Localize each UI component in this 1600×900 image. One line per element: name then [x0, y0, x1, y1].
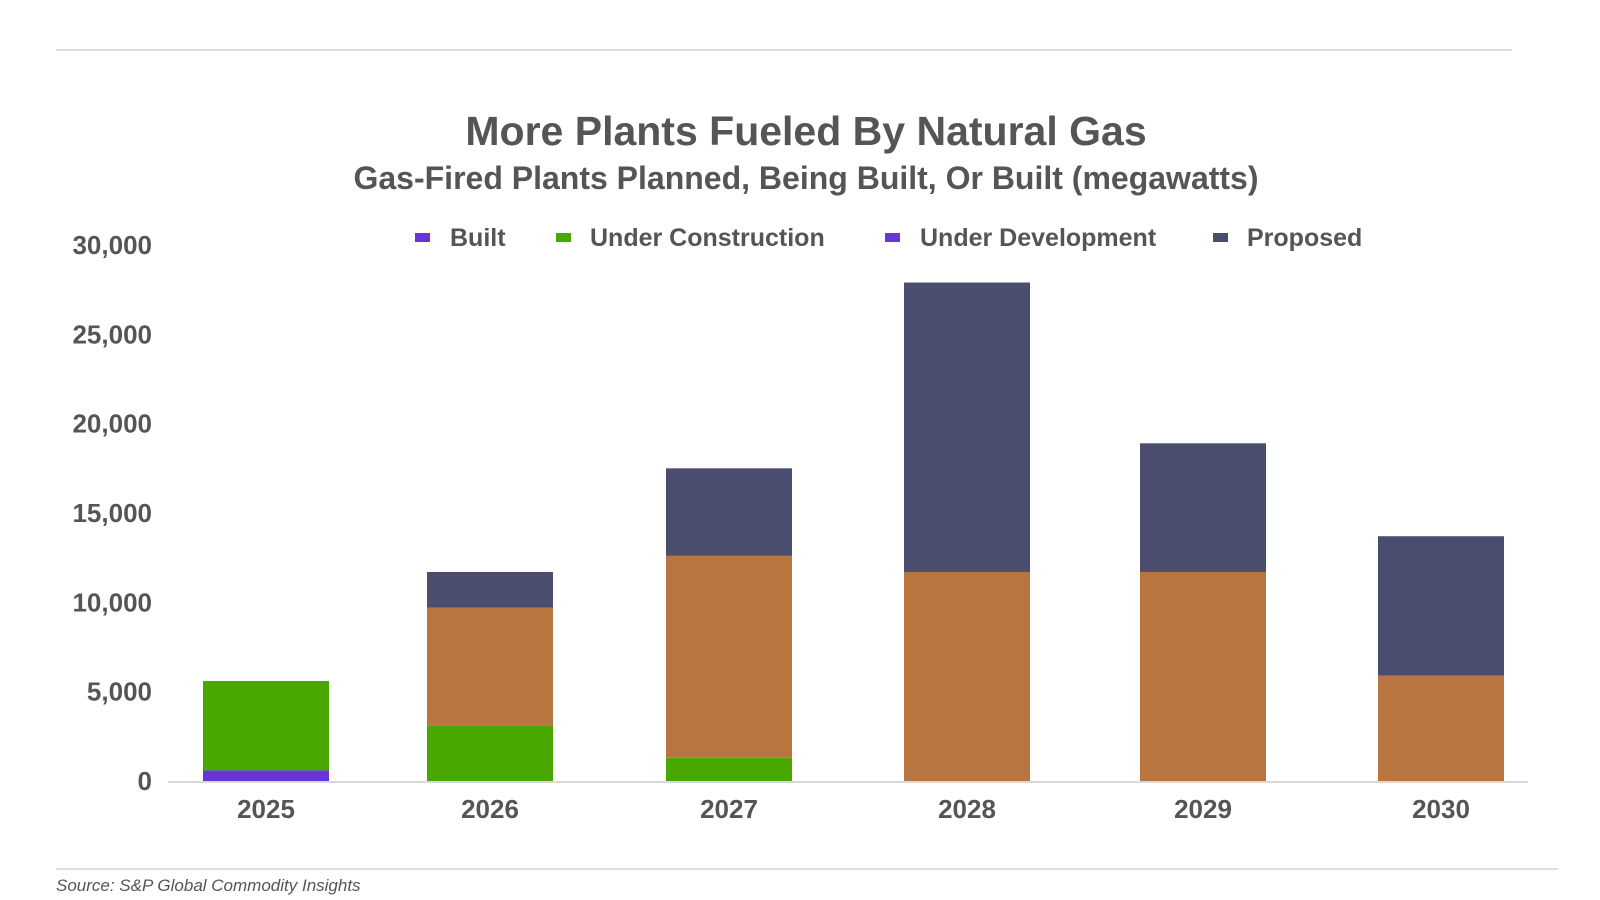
y-tick-label: 30,000: [72, 230, 152, 260]
legend-label-under-construction: Under Construction: [590, 224, 825, 252]
bar-segment-proposed-2026: [427, 571, 553, 608]
y-axis: 0 5,000 10,000 15,000 20,000 25,000 30,000: [72, 230, 152, 796]
bar-segment-under-development-2026: [427, 607, 553, 726]
x-tick-label-2029: 2029: [1174, 794, 1232, 824]
legend-swatch-under-construction: [556, 233, 571, 242]
y-tick-label: 25,000: [72, 319, 152, 349]
x-axis: 2025 2026 2027 2028 2029 2030: [237, 794, 1470, 824]
chart-legend: Built Under Construction Under Development…: [415, 224, 1362, 252]
legend-swatch-under-development: [885, 233, 900, 242]
bar-segment-under-construction-2027: [666, 757, 792, 781]
bar-segment-proposed-2029: [1140, 443, 1266, 572]
bar-segment-proposed-2028: [904, 282, 1030, 572]
source-note: Source: S&P Global Commodity Insights: [56, 876, 361, 895]
y-tick-label: 20,000: [72, 409, 152, 439]
bar-segment-proposed-2027: [666, 468, 792, 556]
chart-subtitle: Gas-Fired Plants Planned, Being Built, O…: [353, 160, 1259, 196]
x-tick-label-2026: 2026: [461, 794, 519, 824]
bar-segment-under-development-2029: [1140, 571, 1266, 781]
y-tick-label: 5,000: [87, 677, 152, 707]
bar-segment-under-development-2030: [1378, 675, 1504, 781]
x-tick-label-2028: 2028: [938, 794, 996, 824]
bar-plot-area: [203, 282, 1504, 781]
x-tick-label-2027: 2027: [700, 794, 758, 824]
y-tick-label: 10,000: [72, 587, 152, 617]
bar-segment-proposed-2030: [1378, 536, 1504, 676]
x-tick-label-2030: 2030: [1412, 794, 1470, 824]
x-tick-label-2025: 2025: [237, 794, 295, 824]
y-tick-label: 15,000: [72, 498, 152, 528]
bottom-divider: [56, 868, 1558, 870]
chart-title: More Plants Fueled By Natural Gas: [465, 108, 1147, 154]
bar-segment-under-construction-2025: [203, 680, 329, 771]
top-divider: [56, 49, 1512, 51]
bar-segment-under-development-2027: [666, 555, 792, 758]
legend-label-built: Built: [450, 224, 506, 252]
bar-segment-under-development-2028: [904, 571, 1030, 781]
legend-swatch-proposed: [1213, 233, 1228, 242]
y-tick-label: 0: [138, 766, 152, 796]
legend-label-proposed: Proposed: [1247, 224, 1362, 252]
legend-swatch-built: [415, 233, 430, 242]
legend-label-under-development: Under Development: [920, 224, 1157, 252]
bar-segment-under-construction-2026: [427, 725, 553, 781]
bar-segment-built-2025: [203, 770, 329, 781]
